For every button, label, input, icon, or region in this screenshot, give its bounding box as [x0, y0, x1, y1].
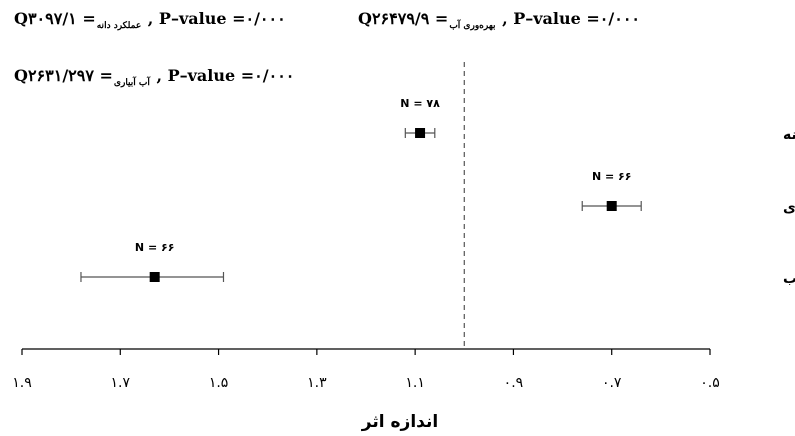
- x-tick-label: ۰.۷: [602, 375, 622, 391]
- x-tick-label: ۱.۷: [111, 375, 131, 391]
- x-tick-label: ۰.۹: [504, 375, 524, 391]
- category-label: عملکرد دانه: [783, 127, 795, 143]
- q-values: = ۲۶۳۱/۲۹۷ , P–value =۰/۰۰۰: [27, 66, 295, 85]
- category-label: بهره‌وری آب: [783, 269, 795, 287]
- point-estimate: [606, 201, 617, 211]
- sample-size-label: N = ۶۶: [135, 241, 175, 254]
- q-subscript: عملکرد دانه: [96, 21, 142, 31]
- x-tick-label: ۱.۵: [209, 375, 229, 391]
- x-axis-label: اندازه اثر: [361, 412, 438, 432]
- q-subscript: بهره‌وری آب: [449, 21, 496, 31]
- x-tick-label: ۱.۱: [405, 375, 425, 391]
- q-symbol: Q: [358, 9, 372, 28]
- x-tick-label: ۰.۵: [700, 375, 720, 391]
- point-estimate: [149, 272, 160, 282]
- q-symbol: Q: [14, 9, 28, 28]
- point-estimate: [415, 128, 426, 138]
- q-stat-grain-yield: Q عملکرد دانه= ۳۰۹۷/۱ , P–value =۰/۰۰۰: [14, 9, 286, 31]
- q-stat-irrigation-water: Q آب آبیاری= ۲۶۳۱/۲۹۷ , P–value =۰/۰۰۰: [14, 66, 295, 88]
- q-symbol: Q: [14, 66, 28, 85]
- category-label: آب آبیاری: [783, 198, 795, 216]
- x-tick-label: ۱.۳: [307, 375, 327, 391]
- sample-size-label: N = ۶۶: [592, 170, 632, 183]
- q-subscript: آب آبیاری: [113, 78, 150, 88]
- q-values: = ۳۰۹۷/۱ , P–value =۰/۰۰۰: [27, 9, 286, 28]
- q-stat-water-productivity: Q بهره‌وری آب= ۲۶۴۷۹/۹ , P–value =۰/۰۰۰: [358, 9, 641, 31]
- q-values: = ۲۶۴۷۹/۹ , P–value =۰/۰۰۰: [371, 9, 641, 28]
- sample-size-label: N = ۷۸: [400, 97, 440, 110]
- x-tick-label: ۱.۹: [12, 375, 32, 391]
